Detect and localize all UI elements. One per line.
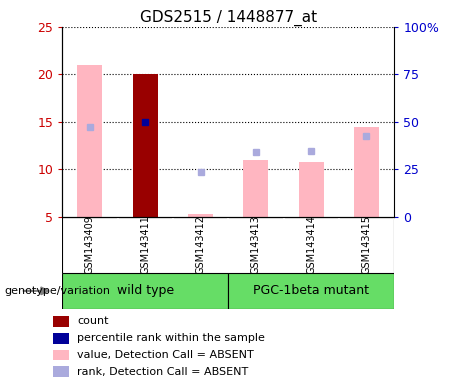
Text: rank, Detection Call = ABSENT: rank, Detection Call = ABSENT [77,367,248,377]
Text: wild type: wild type [117,285,174,297]
Bar [53,349,69,360]
Text: GSM143411: GSM143411 [140,215,150,274]
Bar [53,316,69,327]
Bar [188,214,213,217]
Text: GSM143409: GSM143409 [85,215,95,274]
Text: GSM143414: GSM143414 [306,215,316,274]
Bar [53,366,69,377]
Bar [228,273,394,309]
Bar [243,160,268,217]
Text: value, Detection Call = ABSENT: value, Detection Call = ABSENT [77,350,254,360]
Text: count: count [77,316,108,326]
Bar [133,74,158,217]
Text: GSM143413: GSM143413 [251,215,261,274]
Text: PGC-1beta mutant: PGC-1beta mutant [253,285,369,297]
Bar [53,333,69,344]
Bar [299,162,324,217]
Bar [354,127,379,217]
Title: GDS2515 / 1448877_at: GDS2515 / 1448877_at [140,9,317,25]
Text: GSM143415: GSM143415 [361,215,372,274]
Bar [77,65,102,217]
Bar [62,273,228,309]
Text: genotype/variation: genotype/variation [5,286,111,296]
Text: GSM143412: GSM143412 [195,215,206,274]
Text: percentile rank within the sample: percentile rank within the sample [77,333,265,343]
